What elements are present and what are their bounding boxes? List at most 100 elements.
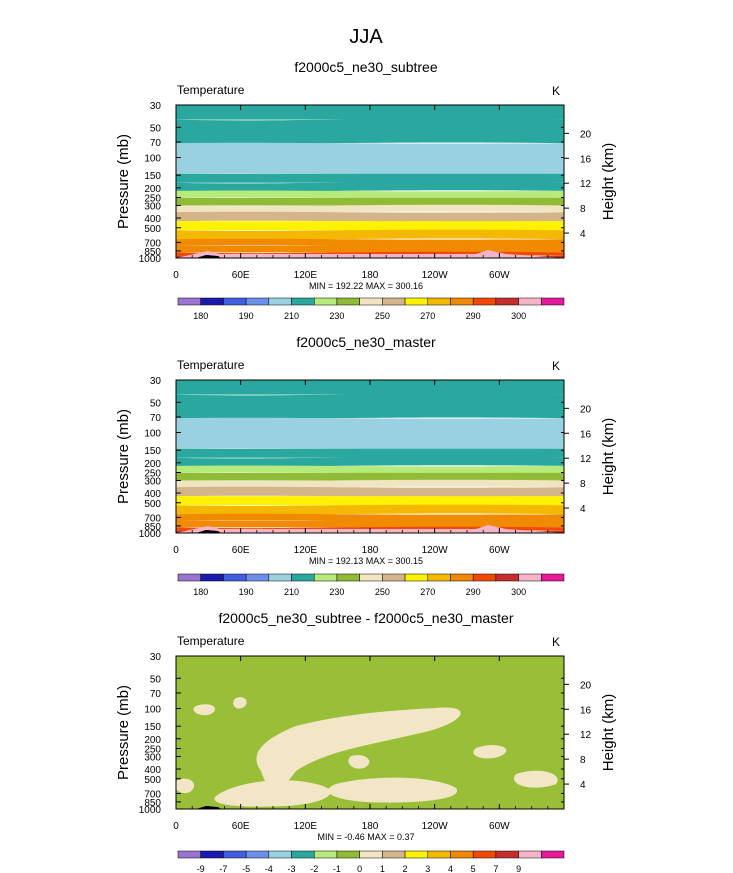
longitude-tick-label: 180 xyxy=(362,545,379,556)
temperature-band xyxy=(176,118,564,144)
pressure-tick-label: 300 xyxy=(144,752,161,763)
pressure-tick-label: 250 xyxy=(144,469,161,480)
axes-2: f2000c5_ne30_subtree - f2000c5_ne30_mast… xyxy=(115,610,617,842)
pressure-tick-label: 250 xyxy=(144,745,161,756)
colorbar-swatch xyxy=(268,297,292,306)
temperature-band xyxy=(176,181,564,192)
longitude-tick-label: 120E xyxy=(294,545,318,556)
colorbar-swatch xyxy=(472,297,497,306)
temperature-band xyxy=(176,221,564,231)
temperature-band xyxy=(176,229,564,240)
colorbar-swatch xyxy=(245,297,270,306)
units-label: K xyxy=(552,635,560,649)
pressure-tick-label: 500 xyxy=(144,775,161,786)
temperature-band xyxy=(176,380,564,395)
colorbar-swatch xyxy=(382,573,406,582)
height-tick-label: 20 xyxy=(580,404,592,415)
colorbar-label: 180 xyxy=(193,587,208,597)
height-tick-label: 12 xyxy=(580,454,592,465)
colorbar-swatch xyxy=(382,850,406,859)
colorbar-swatch xyxy=(291,573,315,582)
longitude-tick-label: 60E xyxy=(232,821,250,832)
temperature-band xyxy=(176,456,564,467)
temperature-band xyxy=(176,479,564,488)
pressure-tick-label: 400 xyxy=(144,489,161,500)
colorbar-label: -2 xyxy=(310,864,318,873)
variable-label: Temperature xyxy=(177,634,245,648)
colorbar-swatch xyxy=(495,850,519,859)
colorbar-label: 5 xyxy=(471,864,476,873)
pressure-tick-label: 50 xyxy=(150,398,162,409)
height-tick-label: 20 xyxy=(580,129,592,140)
plot-contents xyxy=(176,105,564,258)
colorbar-swatch xyxy=(223,573,247,582)
temperature-band xyxy=(176,105,564,120)
pressure-tick-label: 150 xyxy=(144,171,161,182)
colorbar-swatch xyxy=(427,297,451,306)
colorbar-swatch xyxy=(268,850,292,859)
temperature-band xyxy=(176,513,564,522)
pressure-tick-label: 70 xyxy=(150,689,162,700)
colorbar-swatch xyxy=(427,850,451,859)
pressure-tick-label: 500 xyxy=(144,499,161,510)
colorbar-swatch xyxy=(472,573,497,582)
units-label: K xyxy=(552,359,560,373)
colorbar-swatch xyxy=(313,850,338,859)
colorbar-swatch xyxy=(359,573,383,582)
colorbar-label: 230 xyxy=(329,587,344,597)
height-tick-label: 12 xyxy=(580,730,592,741)
pressure-tick-label: 200 xyxy=(144,735,161,746)
temperature-band xyxy=(176,246,564,253)
colorbar-swatch xyxy=(404,850,429,859)
difference-positive-region xyxy=(176,778,195,793)
longitude-tick-label: 60W xyxy=(489,821,510,832)
temperature-band xyxy=(176,472,564,481)
plot-area-1 xyxy=(176,380,564,533)
pressure-tick-label: 700 xyxy=(144,238,161,249)
pressure-tick-label: 100 xyxy=(144,154,161,165)
colorbar-swatch xyxy=(541,573,565,582)
colorbar-swatch xyxy=(427,573,451,582)
longitude-tick-label: 120E xyxy=(294,821,318,832)
colorbar-swatch xyxy=(518,573,542,582)
longitude-tick-label: 60W xyxy=(489,270,510,281)
colorbar-label: 210 xyxy=(284,311,299,321)
colorbar-label: 210 xyxy=(284,587,299,597)
longitude-tick-label: 120W xyxy=(422,545,449,556)
stats-label: MIN = 192.22 MAX = 300.16 xyxy=(309,281,423,291)
temperature-band xyxy=(176,448,564,458)
colorbar-swatch xyxy=(359,297,383,306)
pressure-tick-label: 1000 xyxy=(139,529,162,540)
longitude-tick-label: 60E xyxy=(232,270,250,281)
colorbar-swatch xyxy=(268,573,292,582)
colorbar-swatch xyxy=(382,297,406,306)
colorbar-swatch xyxy=(336,573,360,582)
plot-contents xyxy=(176,380,564,533)
figure-title: JJA xyxy=(349,26,383,48)
pressure-tick-label: 70 xyxy=(150,138,162,149)
pressure-tick-label: 70 xyxy=(150,413,162,424)
colorbar-label: 300 xyxy=(511,587,526,597)
difference-positive-region xyxy=(193,704,216,716)
difference-positive-region xyxy=(233,697,247,709)
panel-title: f2000c5_ne30_subtree - f2000c5_ne30_mast… xyxy=(219,610,514,626)
longitude-tick-label: 0 xyxy=(173,545,179,556)
difference-positive-region xyxy=(514,770,558,788)
colorbar-label: 290 xyxy=(466,311,481,321)
longitude-tick-label: 0 xyxy=(173,270,179,281)
colorbar-swatch xyxy=(541,297,565,306)
difference-positive-region xyxy=(473,745,507,759)
colorbar-swatch xyxy=(313,573,338,582)
colorbar-label: 270 xyxy=(420,587,435,597)
pressure-tick-label: 400 xyxy=(144,214,161,225)
pressure-tick-label: 1000 xyxy=(139,805,162,816)
longitude-tick-label: 180 xyxy=(362,821,379,832)
height-tick-label: 16 xyxy=(580,429,592,440)
temperature-band xyxy=(176,521,564,528)
colorbar-swatch xyxy=(177,850,201,859)
colorbar-label: 180 xyxy=(193,311,208,321)
colorbar-label: -5 xyxy=(242,864,250,873)
axes-0: f2000c5_ne30_subtree Temperature K 30 50 70 10… xyxy=(115,59,617,291)
height-tick-label: 16 xyxy=(580,154,592,165)
